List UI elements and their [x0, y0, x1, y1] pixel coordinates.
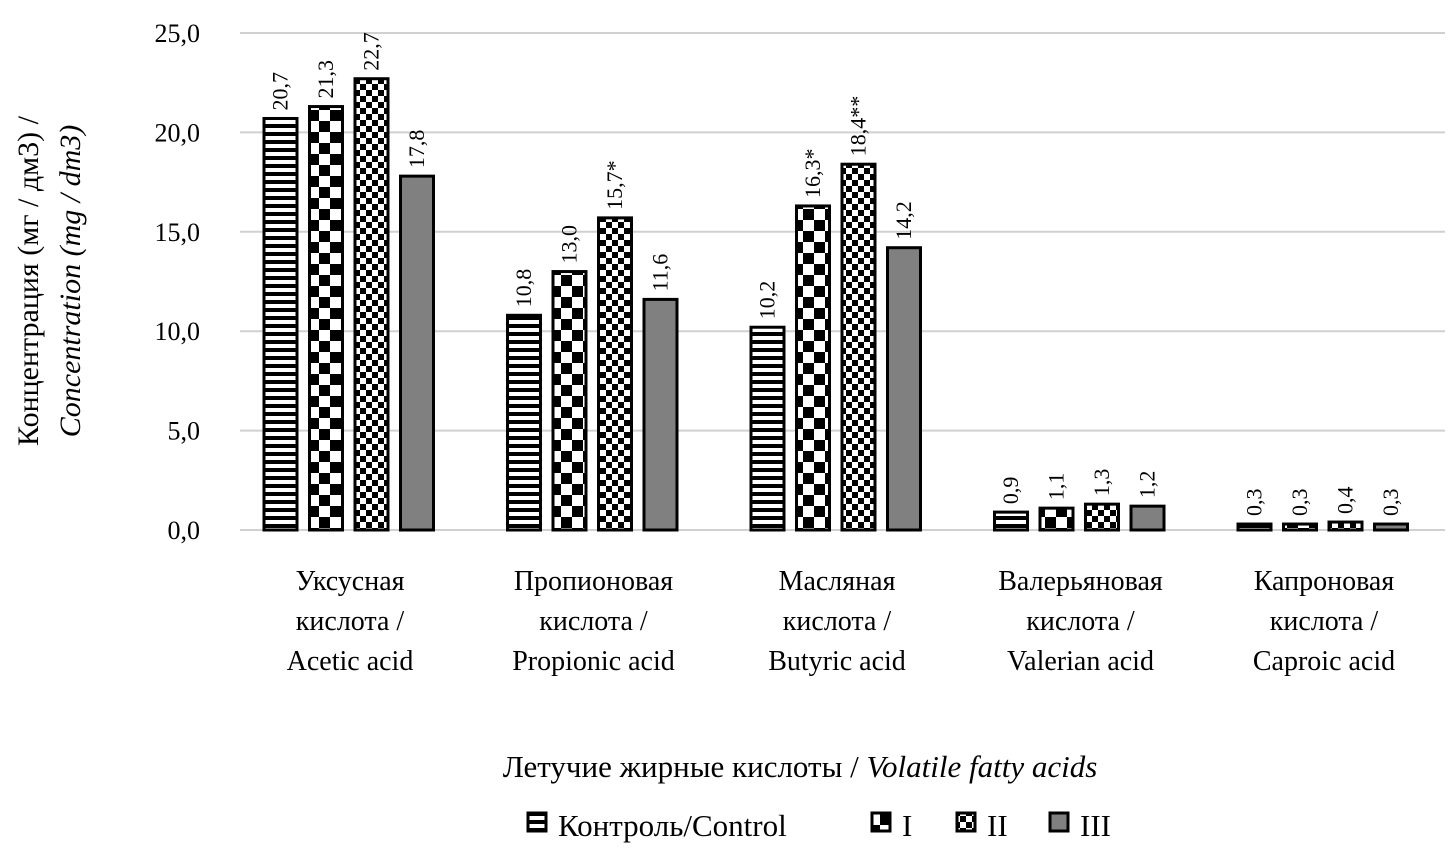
bar	[1129, 504, 1166, 532]
y-tick-label: 15,0	[155, 218, 201, 247]
bar	[1038, 506, 1075, 532]
x-tick-label: кислота /	[783, 606, 892, 637]
bar	[399, 174, 435, 532]
legend-swatch	[526, 811, 548, 833]
bar	[642, 297, 679, 532]
data-label: 0,3	[1287, 489, 1312, 517]
legend-swatch	[955, 811, 977, 833]
legend-label: I	[902, 808, 912, 843]
legend-swatch	[870, 811, 892, 833]
data-label: 10,2	[755, 281, 780, 320]
x-tick-label: Валерьяновая	[998, 566, 1163, 597]
data-label: 1,2	[1135, 471, 1160, 499]
x-tick-label: кислота /	[1270, 606, 1379, 637]
legend-label: III	[1080, 808, 1111, 843]
bar	[597, 216, 633, 532]
bar	[795, 204, 831, 532]
y-tick-label: 5,0	[168, 417, 201, 446]
data-label: 16,3*	[800, 148, 825, 198]
y-tick-label: 0,0	[168, 516, 201, 545]
data-label: 0,3	[1242, 489, 1267, 517]
data-label: 22,7	[359, 32, 384, 71]
data-label: 20,7	[268, 72, 293, 111]
data-label: 1,3	[1089, 469, 1114, 497]
bar	[886, 246, 922, 532]
data-label: 13,0	[557, 225, 582, 264]
data-label: 0,9	[998, 477, 1023, 505]
bar	[840, 162, 877, 532]
x-axis-label: Летучие жирные кислоты / Volatile fatty …	[503, 749, 1098, 784]
x-tick-label: Масляная	[779, 566, 896, 597]
legend-label: Контроль/Control	[558, 808, 787, 843]
legend-swatch	[1048, 811, 1070, 833]
x-tick-label: Valerian acid	[1007, 646, 1154, 677]
bar	[993, 510, 1029, 532]
data-label: 21,3	[313, 60, 338, 99]
data-label: 0,4	[1333, 487, 1358, 515]
x-tick-label: кислота /	[1026, 606, 1135, 637]
bar	[1373, 522, 1409, 532]
y-axis-label: Концентрация (мг / дм3) /	[12, 115, 45, 446]
data-label: 18,4**	[846, 96, 871, 157]
data-label: 14,2	[891, 201, 916, 240]
data-label: 17,8	[404, 130, 429, 169]
x-tick-label: Caproic acid	[1253, 646, 1395, 677]
bar	[1236, 522, 1273, 532]
y-axis-label-en: Concentration (mg / dm3)	[54, 125, 87, 437]
bar	[506, 313, 542, 532]
bar	[1084, 502, 1120, 532]
bar	[262, 116, 299, 532]
legend-label: II	[987, 808, 1008, 843]
legend: Контроль/Control I II III	[526, 808, 1111, 843]
x-tick-label: Acetic acid	[287, 646, 414, 677]
data-label: 11,6	[648, 254, 673, 292]
y-tick-label: 25,0	[155, 19, 201, 48]
bar	[551, 270, 588, 532]
x-tick-label: кислота /	[539, 606, 648, 637]
x-tick-label: Уксусная	[295, 566, 404, 597]
bar	[1282, 522, 1318, 532]
bar	[749, 325, 786, 532]
y-tick-label: 20,0	[155, 118, 201, 147]
bar	[1327, 520, 1364, 532]
bar	[353, 77, 390, 532]
x-tick-label: Капроновая	[1254, 566, 1395, 597]
data-label: 1,1	[1044, 473, 1069, 501]
data-label: 0,3	[1378, 489, 1403, 517]
data-label: 10,8	[511, 269, 536, 308]
x-tick-label: кислота /	[296, 606, 405, 637]
x-tick-label: Propionic acid	[512, 646, 675, 677]
data-label: 15,7*	[602, 160, 627, 210]
x-tick-label: Butyric acid	[768, 646, 906, 677]
y-tick-label: 10,0	[155, 317, 201, 346]
bar	[308, 105, 344, 532]
x-tick-label: Пропионовая	[514, 566, 673, 597]
